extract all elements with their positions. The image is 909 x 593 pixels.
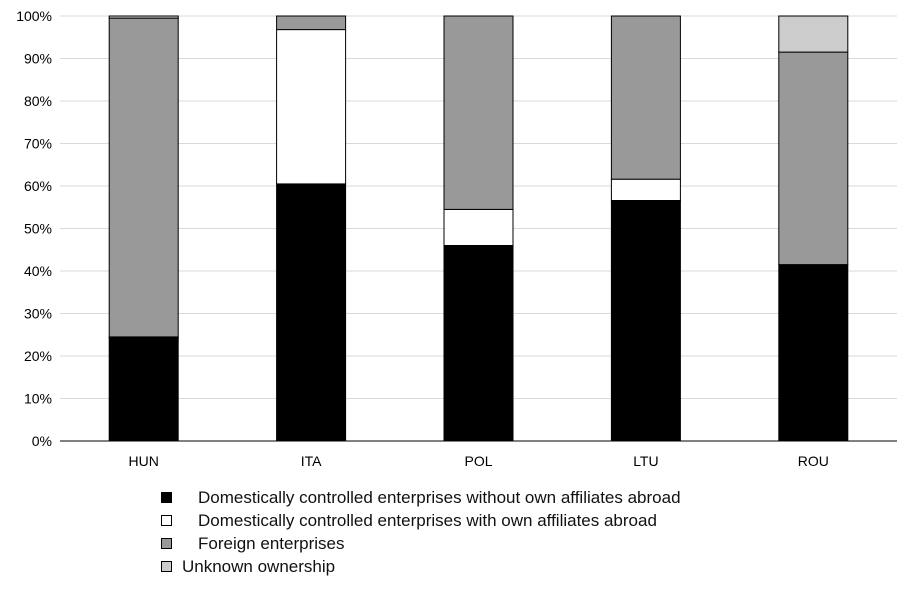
bar-segment [610,15,681,180]
y-tick-label: 90% [24,51,52,67]
bar-segment [108,15,179,19]
bar-segment [276,29,347,185]
y-tick-label: 0% [32,433,52,449]
legend-swatch [161,561,172,572]
legend-label: Domestically controlled enterprises with… [198,487,681,507]
legend-label: Foreign enterprises [198,533,345,553]
x-tick-labels: HUN ITA POL LTU ROU [129,453,829,469]
bar-segment [443,208,514,246]
bar-segment [108,337,179,442]
stacked-bar-chart: 0% 10% 20% 30% 40% 50% 60% 70% 80% 90% 100% HUN ITA… [16,8,897,469]
bar-segment [108,17,179,338]
bar-segment [778,15,849,53]
legend-item: Unknown ownership [161,555,681,578]
legend-swatch [161,492,172,503]
y-tick-label: 50% [24,221,52,237]
bar-segment [276,183,347,442]
y-tick-label: 40% [24,263,52,279]
bars [108,15,849,442]
bar-segment [778,51,849,266]
legend-item: Domestically controlled enterprises with… [161,509,681,532]
legend-label: Domestically controlled enterprises with… [198,510,657,530]
x-tick-label: HUN [129,453,159,469]
y-tick-label: 20% [24,348,52,364]
legend-item: Domestically controlled enterprises with… [161,486,681,509]
y-tick-label: 10% [24,391,52,407]
legend-swatch [161,538,172,549]
bar-segment [610,199,681,442]
bar-segment [443,15,514,210]
x-tick-label: ROU [798,453,829,469]
y-tick-label: 80% [24,93,52,109]
y-tick-label: 70% [24,136,52,152]
legend-swatch [161,515,172,526]
legend-item: Foreign enterprises [161,532,681,555]
bar-segment [778,264,849,442]
bar-segment [276,15,347,31]
legend-label: Unknown ownership [182,556,336,576]
x-tick-label: POL [464,453,492,469]
y-tick-labels: 0% 10% 20% 30% 40% 50% 60% 70% 80% 90% 100% [16,8,52,449]
bar-segment [443,245,514,442]
x-tick-label: LTU [633,453,658,469]
y-tick-label: 30% [24,306,52,322]
bar-segment [610,178,681,201]
legend: Domestically controlled enterprises with… [161,486,681,578]
y-tick-label: 100% [16,8,52,24]
x-tick-label: ITA [301,453,322,469]
y-tick-label: 60% [24,178,52,194]
